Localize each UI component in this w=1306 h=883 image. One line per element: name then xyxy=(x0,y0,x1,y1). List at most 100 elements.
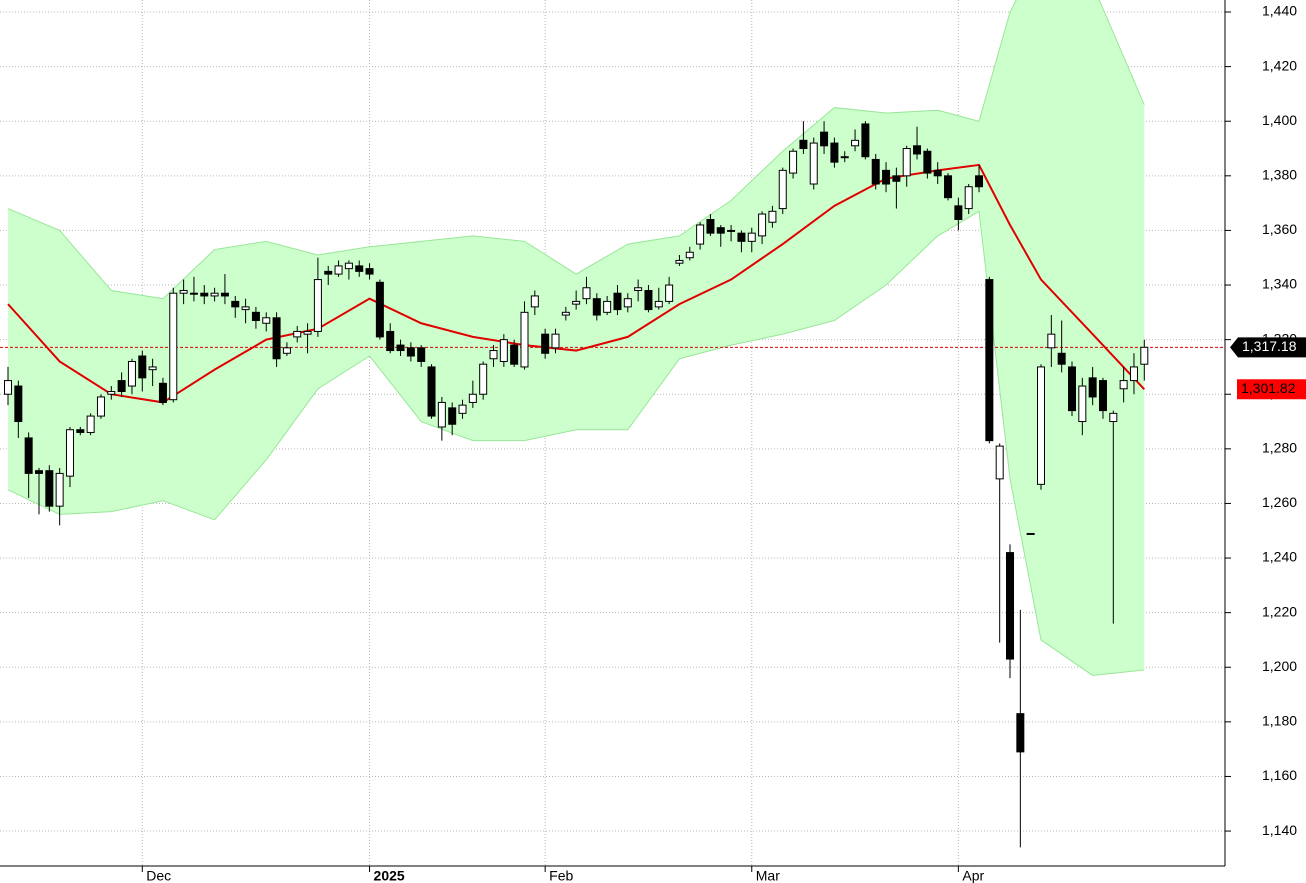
sma-marker-label: 1,301.82 xyxy=(1241,380,1296,396)
candle-body xyxy=(427,366,436,417)
y-tick-label: 1,240 xyxy=(1262,549,1297,565)
candle-body xyxy=(158,382,167,403)
candle-body xyxy=(830,142,839,163)
candle-body xyxy=(1140,346,1149,365)
candle-body xyxy=(706,219,715,234)
candle-body xyxy=(892,175,901,182)
candle-body xyxy=(220,292,229,297)
candle-body xyxy=(117,380,126,393)
y-tick-label: 1,400 xyxy=(1262,112,1297,128)
candle-body xyxy=(1006,552,1015,660)
y-tick-label: 1,200 xyxy=(1262,658,1297,674)
candle-body xyxy=(272,317,281,360)
candle-body xyxy=(262,317,271,324)
candle-body xyxy=(458,404,467,414)
candle-body xyxy=(489,350,498,360)
candle-body xyxy=(768,210,777,223)
candle-body xyxy=(375,281,384,338)
candle-body xyxy=(747,232,756,242)
candle-body xyxy=(1078,385,1087,423)
candle-body xyxy=(86,415,95,433)
candle-body xyxy=(76,429,85,433)
candle-body xyxy=(727,229,736,232)
candle-body xyxy=(902,148,911,177)
candle-body xyxy=(386,330,395,352)
candle-body xyxy=(572,300,581,305)
candle-body xyxy=(510,344,519,365)
candle-body xyxy=(644,289,653,311)
candle-body xyxy=(758,213,767,237)
candles xyxy=(4,121,1149,848)
candle-body xyxy=(499,339,508,362)
candle-body xyxy=(1047,333,1056,349)
candle-body xyxy=(179,289,188,294)
candle-body xyxy=(210,292,219,297)
candle-body xyxy=(716,227,725,234)
upper-band xyxy=(7,0,1145,300)
y-tick-label: 1,420 xyxy=(1262,57,1297,73)
sma-marker xyxy=(1237,379,1306,400)
candle-body xyxy=(448,407,457,425)
candle-body xyxy=(933,169,942,177)
band-area xyxy=(8,0,1145,676)
candle-body xyxy=(148,366,157,371)
candle-body xyxy=(1026,532,1035,535)
candle-body xyxy=(241,306,250,311)
candle-body xyxy=(944,175,953,199)
candle-body xyxy=(530,295,539,308)
candle-body xyxy=(685,251,694,259)
candle-body xyxy=(324,270,333,275)
y-tick-label: 1,140 xyxy=(1262,822,1297,838)
y-tick-label: 1,360 xyxy=(1262,221,1297,237)
candle-body xyxy=(809,142,818,185)
candle-body xyxy=(778,169,787,210)
candle-body xyxy=(613,292,622,311)
candle-body xyxy=(592,298,601,316)
candle-body xyxy=(313,279,322,332)
candle-body xyxy=(799,139,808,150)
candle-body xyxy=(789,150,798,174)
candle-body xyxy=(479,363,488,395)
candle-body xyxy=(551,333,560,349)
x-tick-label: 2025 xyxy=(374,868,405,883)
candle-body xyxy=(582,287,591,300)
candle-body xyxy=(138,355,147,379)
candle-body xyxy=(520,311,529,368)
candle-body xyxy=(840,156,849,159)
candle-body xyxy=(665,284,674,302)
price-marker-label: 1,317.18 xyxy=(1242,338,1297,354)
candle-body xyxy=(995,445,1004,480)
candle-body xyxy=(45,470,54,507)
candle-body xyxy=(737,232,746,242)
candle-body xyxy=(1098,380,1107,412)
candle-body xyxy=(675,259,684,264)
candle-body xyxy=(303,330,312,335)
candle-body xyxy=(293,330,302,338)
candle-body xyxy=(1057,352,1066,365)
candle-body xyxy=(1109,412,1118,423)
x-tick-label: Feb xyxy=(549,868,573,883)
candle-body xyxy=(861,123,870,158)
candle-body xyxy=(654,300,663,308)
candle-body xyxy=(851,139,860,147)
y-tick-label: 1,280 xyxy=(1262,440,1297,456)
moving-average xyxy=(7,163,1146,404)
candle-body xyxy=(396,344,405,352)
candle-body xyxy=(923,150,932,174)
candle-body xyxy=(1016,713,1025,753)
candle-body xyxy=(541,333,550,354)
candle-body xyxy=(107,391,116,395)
candle-body xyxy=(365,268,374,275)
candle-body xyxy=(1067,366,1076,412)
y-tick-label: 1,380 xyxy=(1262,167,1297,183)
candle-body xyxy=(65,429,74,477)
candle-body xyxy=(634,287,643,291)
candle-body xyxy=(417,347,426,362)
y-tick-label: 1,440 xyxy=(1262,3,1297,19)
y-tick-label: 1,180 xyxy=(1262,713,1297,729)
candle-body xyxy=(406,347,415,357)
candle-body xyxy=(355,265,364,272)
candle-body xyxy=(975,175,984,188)
candle-body xyxy=(24,437,33,474)
candle-body xyxy=(603,300,612,313)
